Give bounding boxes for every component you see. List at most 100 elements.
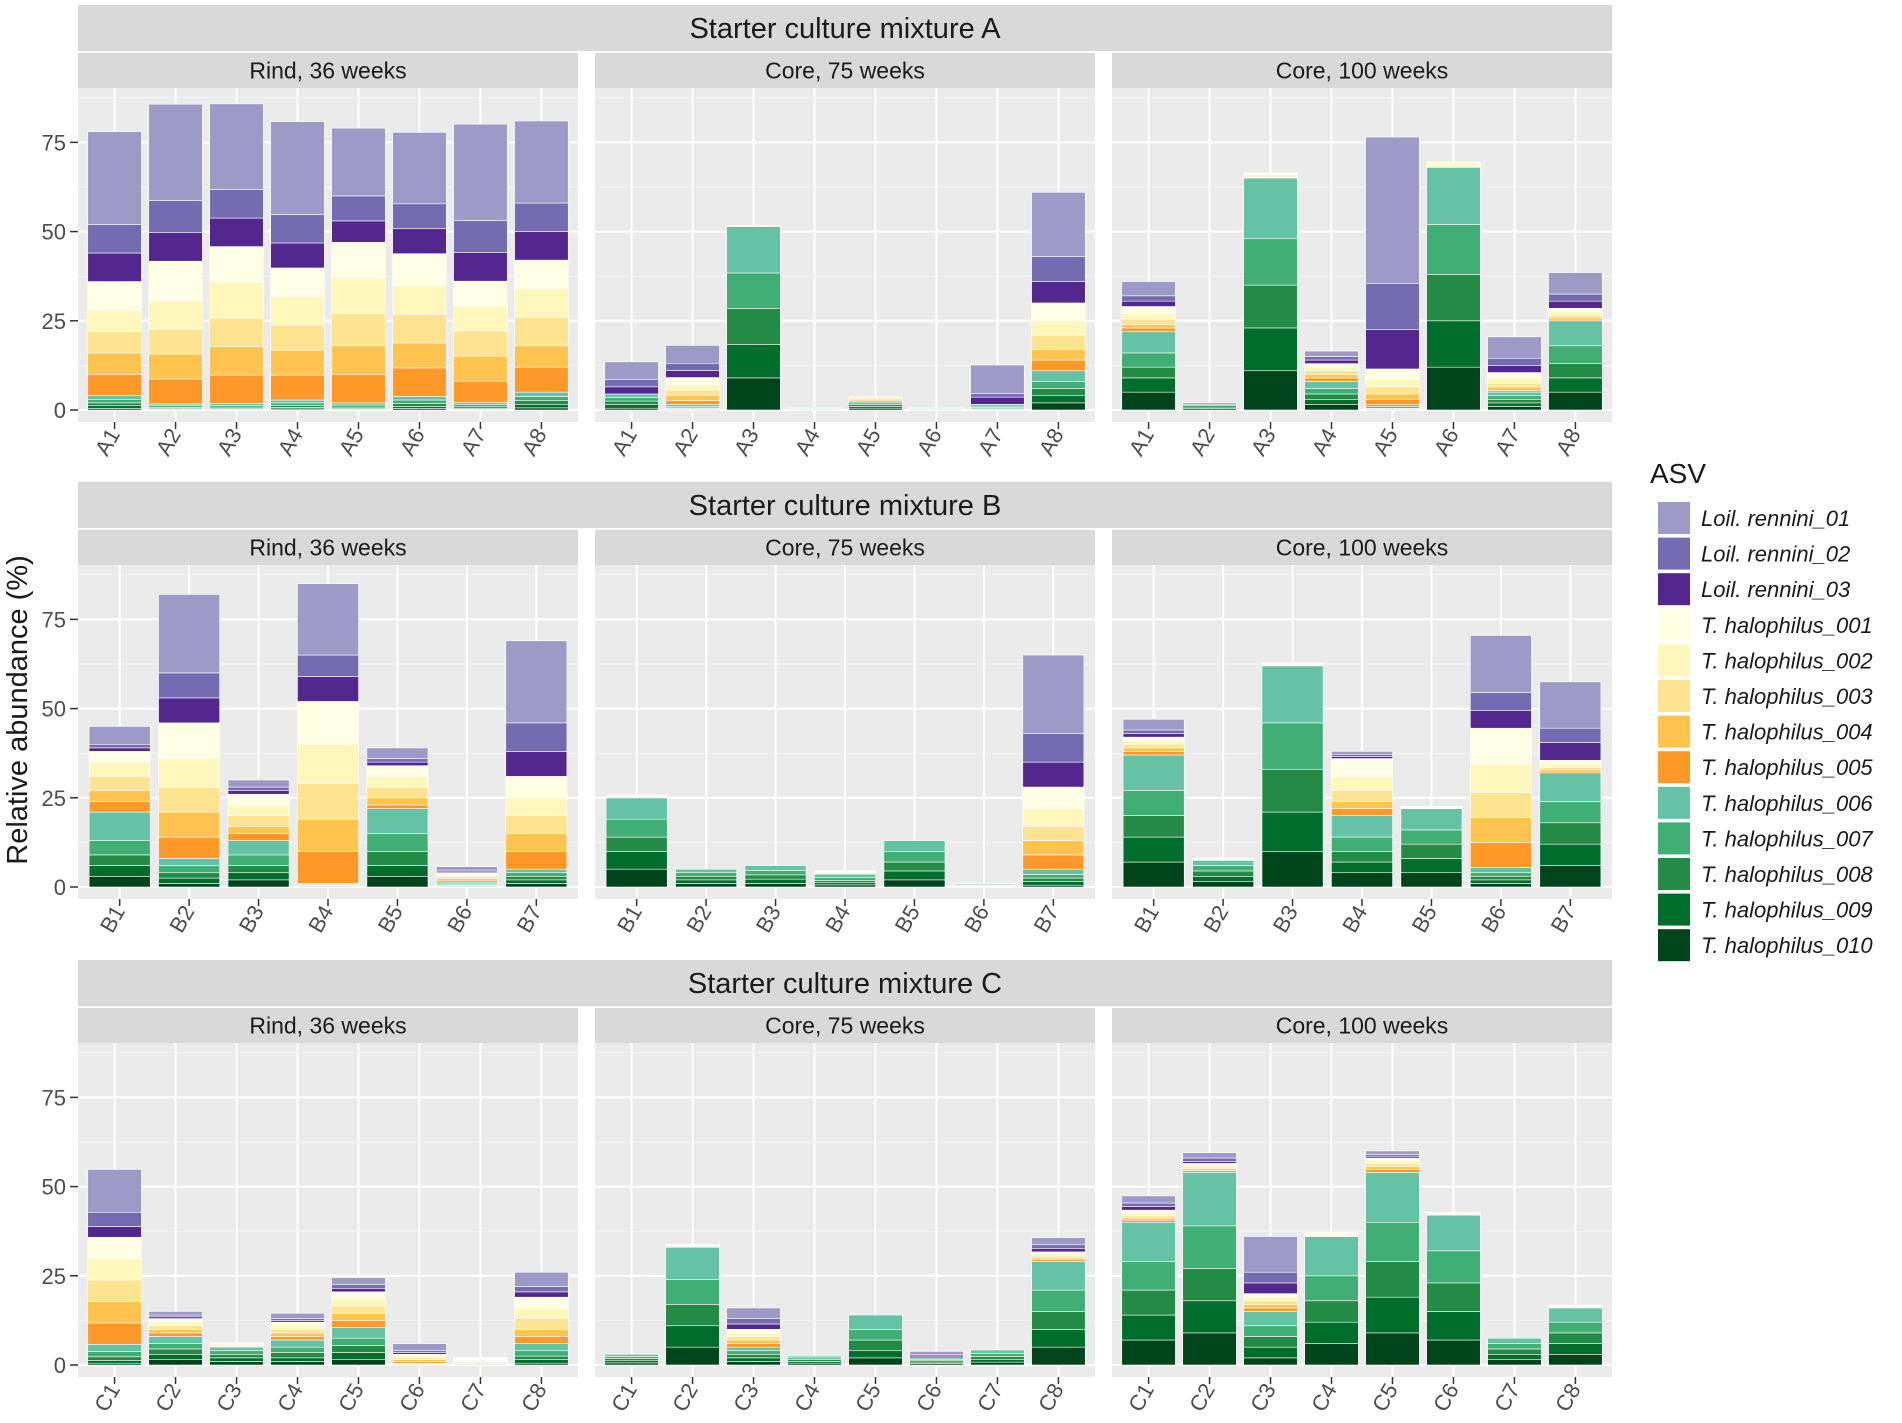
bar-segment xyxy=(392,132,447,205)
bar-segment xyxy=(665,395,720,402)
bar-segment xyxy=(1365,1296,1420,1334)
bar-segment xyxy=(1548,320,1603,347)
bar-segment xyxy=(1365,1163,1420,1167)
legend-swatch xyxy=(1658,822,1690,855)
bar-segment xyxy=(1539,801,1602,824)
bar-segment xyxy=(148,260,203,301)
bar-segment xyxy=(270,1357,325,1362)
x-tick-label: A7 xyxy=(456,424,491,460)
bar-segment xyxy=(1243,1325,1298,1337)
y-tick-label: 50 xyxy=(42,1175,66,1200)
bar-segment xyxy=(87,1356,142,1361)
panel-title: Core, 75 weeks xyxy=(765,535,925,561)
bar-segment xyxy=(148,1311,203,1316)
bar-segment xyxy=(331,1277,386,1286)
bar-segment xyxy=(1022,761,1085,788)
y-axis-label: Relative abundance (%) xyxy=(2,555,34,865)
bar-segment xyxy=(1487,365,1542,373)
bar-segment xyxy=(604,361,659,380)
bar-segment xyxy=(1182,1268,1237,1302)
bar-segment xyxy=(726,308,781,345)
bar-segment xyxy=(1243,1357,1298,1366)
bar-segment xyxy=(331,1291,386,1300)
panel-strip xyxy=(78,1008,578,1043)
panel-strip xyxy=(1112,530,1612,565)
bar-segment xyxy=(1243,238,1298,286)
bar-segment xyxy=(604,1356,659,1359)
bar-segment xyxy=(331,1305,386,1314)
bar-segment xyxy=(1243,327,1298,372)
bar-segment xyxy=(1470,692,1532,711)
bar-segment xyxy=(1121,1339,1176,1366)
bar-segment xyxy=(1304,1236,1359,1277)
bar-segment xyxy=(87,1258,142,1281)
bar-segment xyxy=(1192,875,1254,882)
bar-segment xyxy=(1261,665,1324,724)
bar-segment xyxy=(883,851,946,863)
bar-segment xyxy=(1122,718,1185,731)
bar-segment xyxy=(675,883,737,888)
bar-segment xyxy=(1122,736,1185,742)
bar-segment xyxy=(1331,753,1393,757)
bar-segment xyxy=(1539,822,1602,845)
bar-segment xyxy=(1122,729,1185,734)
bar-segment xyxy=(514,1296,569,1309)
bar-segment xyxy=(883,870,946,881)
legend-swatch xyxy=(1658,537,1690,570)
panel-strip xyxy=(78,530,578,565)
bar-segment xyxy=(366,804,429,809)
bar-segment xyxy=(1331,758,1393,777)
bar-segment xyxy=(1548,308,1603,313)
bar-segment xyxy=(88,743,151,749)
bar-segment xyxy=(1031,388,1086,397)
bar-segment xyxy=(604,1362,659,1366)
bar-segment xyxy=(87,1169,142,1213)
legend-label: T. halophilus_002 xyxy=(1701,648,1873,673)
bar-segment xyxy=(970,393,1025,398)
bar-segment xyxy=(1548,1343,1603,1355)
bar-segment xyxy=(514,202,569,232)
bar-segment xyxy=(1548,377,1603,393)
bar-segment xyxy=(883,879,946,888)
bar-segment xyxy=(1261,811,1324,852)
bar-segment xyxy=(297,818,359,852)
bar-segment xyxy=(1122,754,1185,791)
x-tick-label: C8 xyxy=(1033,1379,1069,1416)
bar-segment xyxy=(87,1211,142,1227)
bar-segment xyxy=(1031,281,1086,304)
bar-segment xyxy=(1304,350,1359,357)
bar-segment xyxy=(514,1343,569,1352)
bar-segment xyxy=(331,1337,386,1346)
bar-segment xyxy=(1121,1289,1176,1316)
bar-segment xyxy=(1304,388,1359,395)
bar-segment xyxy=(514,400,569,405)
x-tick-label: A6 xyxy=(395,424,430,460)
bar-segment xyxy=(883,861,946,872)
bar-segment xyxy=(1400,843,1463,859)
bar-segment xyxy=(87,1236,142,1259)
bar-segment xyxy=(1243,1304,1298,1309)
row-strip xyxy=(78,960,1612,1006)
bar-segment xyxy=(1539,763,1602,768)
bar-segment xyxy=(158,858,220,866)
bar-segment xyxy=(392,1343,447,1352)
x-tick-label: C2 xyxy=(150,1379,186,1416)
legend-label: T. halophilus_003 xyxy=(1701,684,1873,709)
bar-segment xyxy=(1031,395,1086,404)
bar-segment xyxy=(158,811,220,838)
bar-segment xyxy=(514,403,569,409)
bar-segment xyxy=(392,342,447,369)
bar-segment xyxy=(148,1329,203,1334)
x-tick-label: B3 xyxy=(1268,901,1303,937)
bar-segment xyxy=(1470,875,1532,881)
bar-segment xyxy=(209,1346,264,1352)
bar-segment xyxy=(970,1361,1025,1366)
bar-segment xyxy=(665,1246,720,1280)
legend-label: T. halophilus_004 xyxy=(1701,720,1873,745)
x-tick-label: C7 xyxy=(1489,1379,1525,1416)
bar-segment xyxy=(1122,836,1185,863)
y-tick-label: 25 xyxy=(42,309,66,334)
bar-segment xyxy=(227,833,290,841)
bar-segment xyxy=(1192,870,1254,877)
bar-segment xyxy=(270,349,325,376)
